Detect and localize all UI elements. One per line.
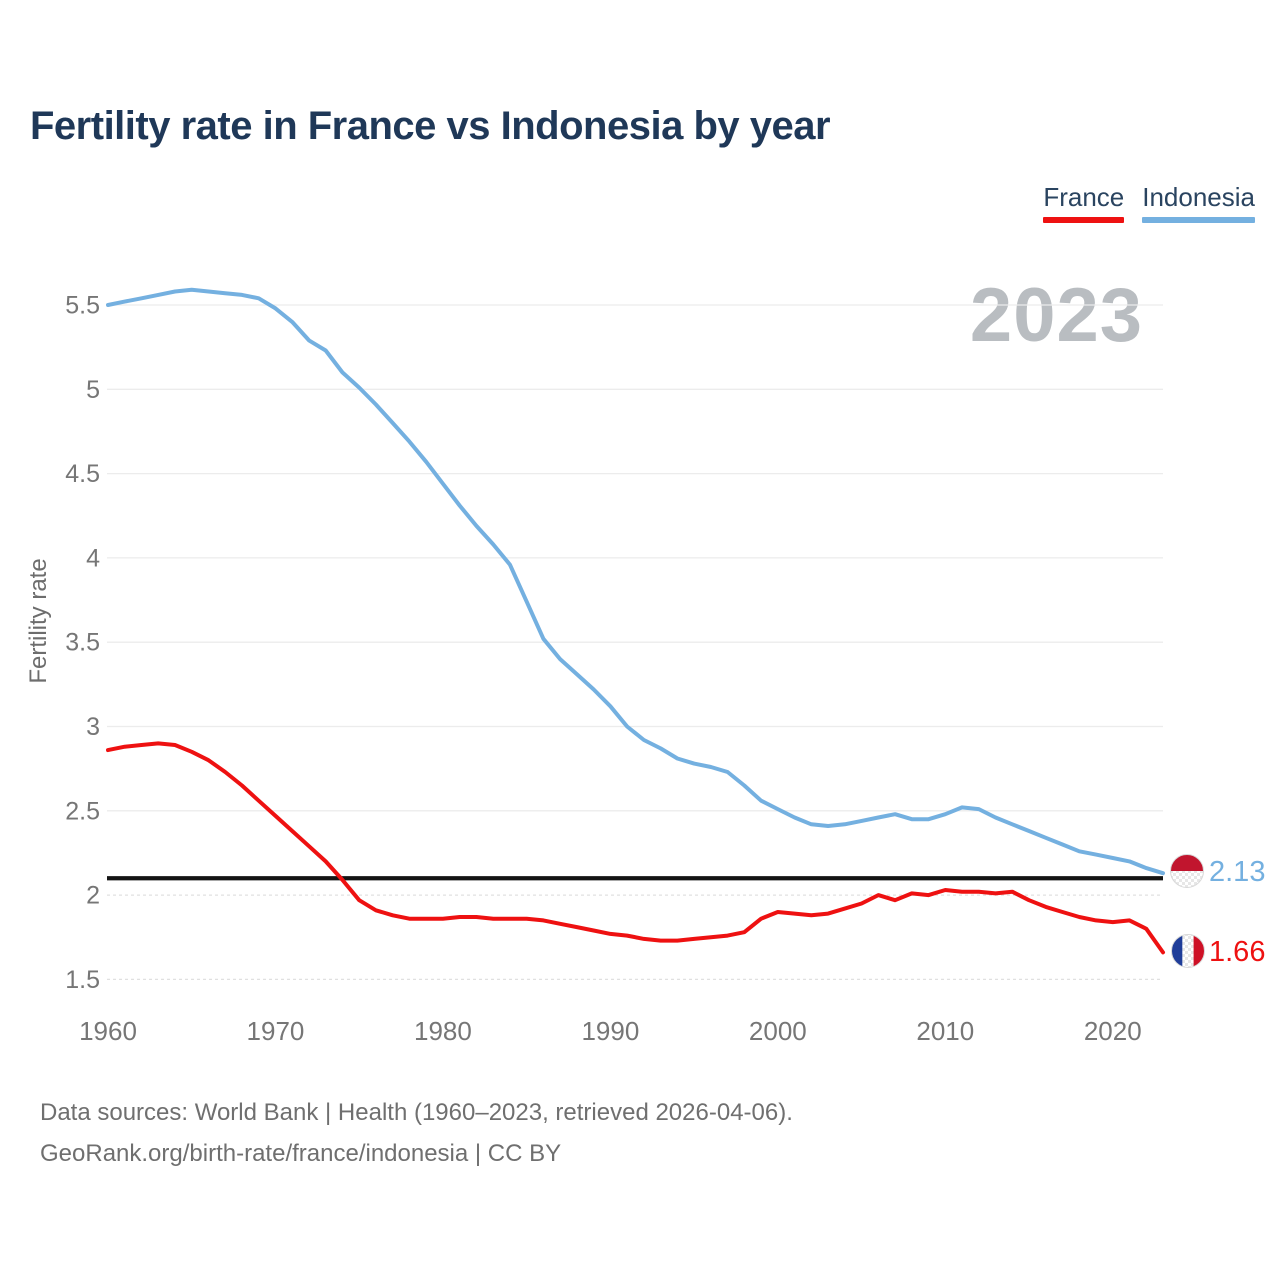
- y-tick-label: 5: [86, 376, 100, 404]
- watermark-year: 2023: [969, 273, 1143, 358]
- y-tick-label: 2.5: [65, 797, 100, 825]
- x-tick-label: 2000: [749, 1016, 807, 1046]
- page-title: Fertility rate in France vs Indonesia by…: [30, 104, 831, 148]
- legend: France Indonesia: [1043, 184, 1255, 223]
- indonesia-flag-icon: [1170, 854, 1204, 871]
- legend-item-indonesia[interactable]: Indonesia: [1142, 184, 1255, 223]
- legend-label-indonesia[interactable]: Indonesia: [1142, 182, 1255, 212]
- x-tick-label: 2010: [916, 1016, 974, 1046]
- indonesia-line: [106, 287, 1165, 876]
- france-flag-icon: [1182, 934, 1194, 968]
- indonesia-flag-icon: [1170, 871, 1204, 888]
- legend-underline-france: [1043, 217, 1125, 223]
- y-tick-label: 4.5: [65, 460, 100, 488]
- y-tick-label: 2: [86, 882, 100, 910]
- legend-label-france[interactable]: France: [1043, 182, 1125, 212]
- france-flag-icon: [1171, 934, 1183, 968]
- france-flag-icon: [1193, 934, 1205, 968]
- x-tick-label: 1970: [247, 1016, 305, 1046]
- footer-source-line: Data sources: World Bank | Health (1960–…: [40, 1099, 793, 1126]
- x-tick-label: 2020: [1084, 1016, 1142, 1046]
- indonesia-end-value: 2.13: [1209, 856, 1265, 888]
- footer-attribution-line: GeoRank.org/birth-rate/france/indonesia …: [40, 1140, 562, 1167]
- y-axis-title: Fertility rate: [25, 558, 52, 683]
- y-tick-label: 4: [86, 544, 100, 572]
- chart-footer: Data sources: World Bank | Health (1960–…: [40, 1092, 793, 1174]
- fertility-line-chart: 1.5 2 2.5 3 3.5 4 4.5 5 5.5 1960 1970 1980 1990 2000 2…: [25, 287, 1265, 1046]
- x-tick-label: 1960: [79, 1016, 137, 1046]
- legend-item-france[interactable]: France: [1043, 182, 1125, 223]
- x-tick-label: 1980: [414, 1016, 472, 1046]
- legend-underline-indonesia: [1142, 217, 1255, 223]
- y-tick-label: 5.5: [65, 292, 100, 320]
- france-line: [106, 741, 1165, 955]
- y-tick-label: 3.5: [65, 629, 100, 657]
- indonesia-flag-icon: [1170, 854, 1204, 888]
- x-tick-label: 1990: [581, 1016, 639, 1046]
- france-flag-icon: [1171, 934, 1205, 968]
- y-tick-label: 3: [86, 713, 100, 741]
- france-end-value: 1.66: [1209, 936, 1265, 968]
- y-tick-label: 1.5: [65, 966, 100, 994]
